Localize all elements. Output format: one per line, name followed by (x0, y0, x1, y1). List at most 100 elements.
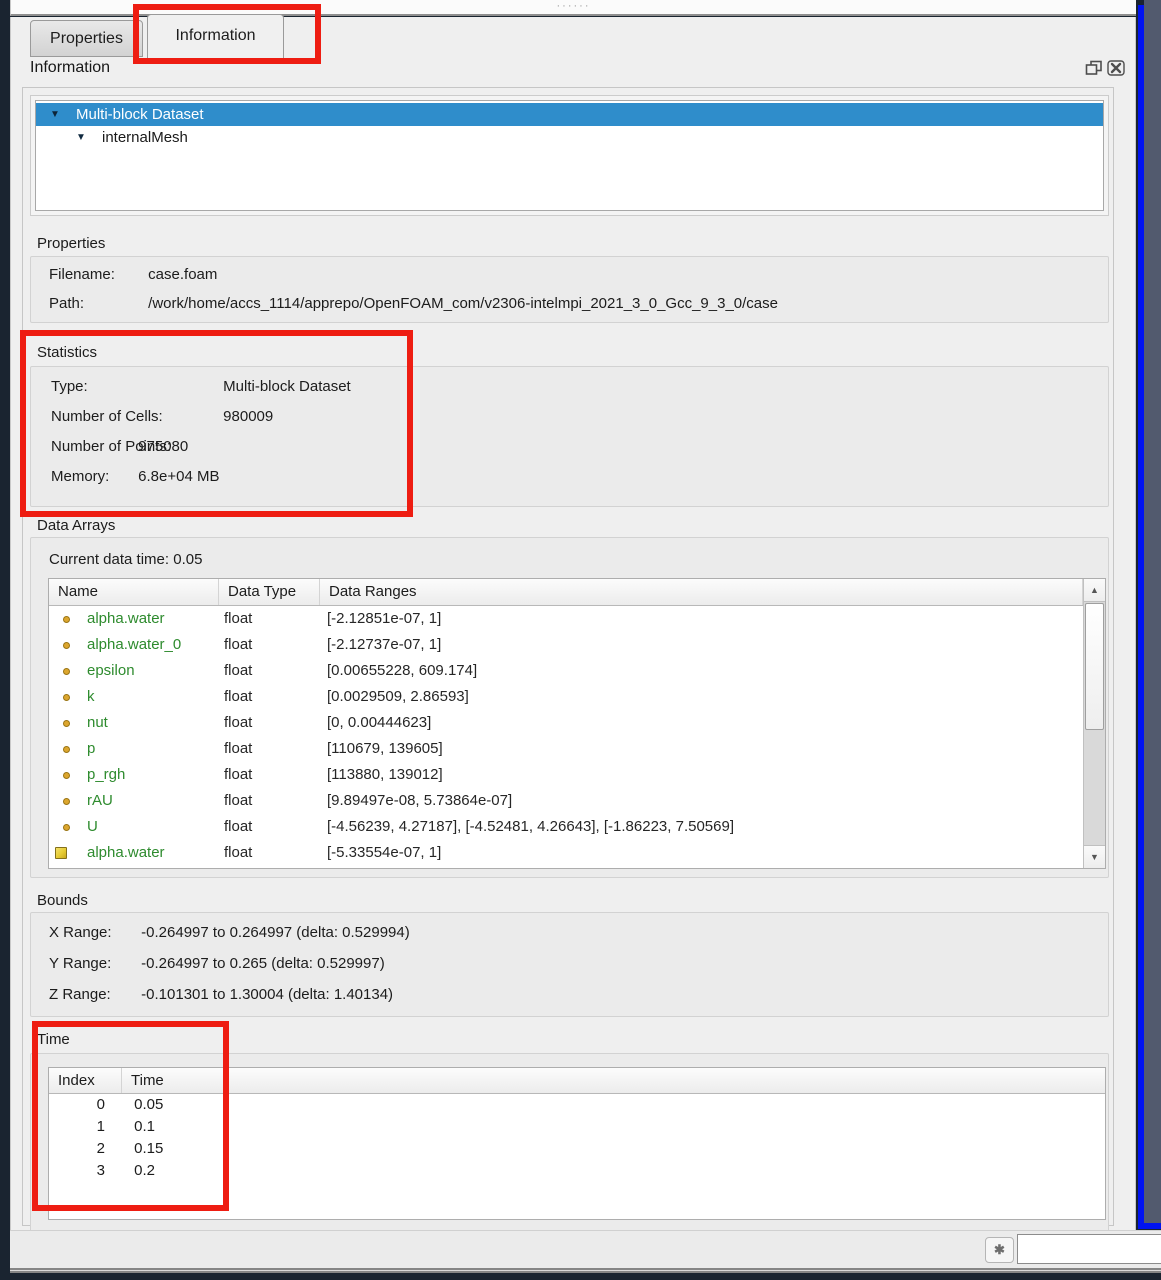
bounds-label: X Range: (49, 924, 112, 941)
property-row: Filename: case.foam (49, 264, 1108, 293)
table-row[interactable]: 1 0.1 (49, 1116, 1105, 1138)
column-header-time: Time (122, 1068, 1105, 1093)
expander-triangle-icon[interactable]: ▼ (76, 132, 86, 143)
time-index-value: 3 (96, 1162, 105, 1179)
statistic-row: Type: Multi-block Dataset (51, 375, 1108, 405)
table-row[interactable]: p_rgh float [113880, 139012] (49, 762, 1083, 788)
time-index-value: 2 (96, 1140, 105, 1157)
property-value: /work/home/accs_1114/apprepo/OpenFOAM_co… (148, 295, 778, 312)
property-value: case.foam (148, 266, 218, 283)
dataset-tree: ▼ Multi-block Dataset ▼ internalMesh (35, 100, 1104, 211)
statistics-section-title: Statistics (37, 344, 98, 361)
table-row[interactable]: 3 0.2 (49, 1160, 1105, 1182)
time-section-title: Time (37, 1031, 70, 1048)
bounds-value: -0.264997 to 0.265 (delta: 0.529997) (141, 955, 385, 972)
table-row[interactable]: epsilon float [0.00655228, 609.174] (49, 658, 1083, 684)
array-data-ranges: [-4.56239, 4.27187], [-4.52481, 4.26643]… (327, 818, 734, 835)
time-value: 0.1 (134, 1118, 156, 1135)
tree-item-label: Multi-block Dataset (76, 106, 204, 123)
statistic-label: Number of Cells: (51, 408, 163, 425)
bounds-value: -0.101301 to 1.30004 (delta: 1.40134) (141, 986, 394, 1003)
data-arrays-rows: alpha.water float [-2.12851e-07, 1] alph… (49, 606, 1083, 868)
table-row[interactable]: rAU float [9.89497e-08, 5.73864e-07] (49, 788, 1083, 814)
array-association-icon (63, 798, 70, 805)
scroll-down-icon[interactable]: ▼ (1084, 845, 1105, 868)
array-data-type: float (224, 844, 253, 861)
tree-row[interactable]: ▼ Multi-block Dataset (36, 103, 1103, 126)
array-data-ranges: [0.0029509, 2.86593] (327, 688, 469, 705)
bounds-group-box: X Range: -0.264997 to 0.264997 (delta: 0… (30, 912, 1109, 1017)
time-value: 0.2 (134, 1162, 156, 1179)
time-group-box: Index Time 0 0.05 1 0.1 2 (30, 1053, 1109, 1235)
bounds-row: Y Range: -0.264997 to 0.265 (delta: 0.52… (49, 952, 1108, 983)
time-table-rows: 0 0.05 1 0.1 2 0.15 3 0 (49, 1094, 1105, 1219)
asterisk-icon: ✱ (994, 1242, 1005, 1257)
search-options-button[interactable]: ✱ (985, 1237, 1014, 1263)
tree-row[interactable]: ▼ internalMesh (36, 126, 1103, 149)
array-name: p_rgh (87, 766, 126, 783)
float-window-icon (1085, 60, 1103, 79)
bounds-label: Z Range: (49, 986, 111, 1003)
table-row[interactable]: k float [0.0029509, 2.86593] (49, 684, 1083, 710)
table-row[interactable]: 0 0.05 (49, 1094, 1105, 1116)
tab-properties[interactable]: Properties (30, 20, 143, 57)
array-data-ranges: [-2.12737e-07, 1] (327, 636, 442, 653)
statistics-group-box: Type: Multi-block Dataset Number of Cell… (30, 366, 1109, 507)
float-panel-button[interactable] (1084, 60, 1104, 78)
array-association-icon (63, 746, 70, 753)
bounds-row: Z Range: -0.101301 to 1.30004 (delta: 1.… (49, 983, 1108, 1014)
array-data-ranges: [0, 0.00444623] (327, 714, 432, 731)
array-association-icon (63, 720, 70, 727)
table-row[interactable]: alpha.water float [-2.12851e-07, 1] (49, 606, 1083, 632)
search-input[interactable] (1017, 1234, 1161, 1264)
time-index-value: 1 (96, 1118, 105, 1135)
time-table: Index Time 0 0.05 1 0.1 2 (48, 1067, 1106, 1220)
close-panel-button[interactable] (1106, 59, 1126, 78)
table-row[interactable]: alpha.water_0 float [-2.12737e-07, 1] (49, 632, 1083, 658)
array-association-icon (63, 642, 70, 649)
tab-information[interactable]: Information (147, 14, 284, 60)
scrollbar-thumb[interactable] (1085, 603, 1104, 730)
bounds-section-title: Bounds (37, 892, 88, 909)
statistic-row: Number of Cells: 980009 (51, 405, 1108, 435)
array-association-icon (63, 772, 70, 779)
array-data-ranges: [-5.33554e-07, 1] (327, 844, 442, 861)
table-row[interactable]: nut float [0, 0.00444623] (49, 710, 1083, 736)
bounds-value: -0.264997 to 0.264997 (delta: 0.529994) (141, 924, 410, 941)
properties-group-box: Filename: case.foam Path: /work/home/acc… (30, 256, 1109, 323)
data-arrays-table: Name Data Type Data Ranges alpha.water f… (48, 578, 1106, 869)
statistic-label: Number of Points: (51, 438, 172, 455)
array-name: epsilon (87, 662, 135, 679)
column-header-index: Index (49, 1068, 122, 1093)
scroll-up-icon[interactable]: ▲ (1084, 579, 1105, 602)
statistic-value: 6.8e+04 MB (138, 468, 220, 485)
data-arrays-group-box: Current data time: 0.05 Name Data Type D… (30, 537, 1109, 878)
array-data-ranges: [113880, 139012] (327, 766, 443, 783)
array-name: alpha.water (87, 844, 165, 861)
bottom-divider (10, 1268, 1161, 1273)
array-data-type: float (224, 714, 253, 731)
properties-section-title: Properties (37, 235, 106, 252)
array-data-ranges: [-2.12851e-07, 1] (327, 610, 442, 627)
array-data-type: float (224, 636, 253, 653)
render-view-blue-border (1138, 5, 1161, 1229)
table-scrollbar[interactable]: ▲ ▼ (1083, 579, 1105, 868)
statistic-row: Memory: 6.8e+04 MB (51, 465, 1108, 495)
expander-triangle-icon[interactable]: ▼ (50, 109, 60, 120)
table-row[interactable]: p float [110679, 139605] (49, 736, 1083, 762)
statistic-value: Multi-block Dataset (223, 378, 351, 395)
splitter-handle-icon[interactable]: ······ (556, 0, 591, 12)
table-row[interactable]: alpha.water float [-5.33554e-07, 1] (49, 840, 1083, 866)
array-name: alpha.water_0 (87, 636, 182, 653)
table-row[interactable]: 2 0.15 (49, 1138, 1105, 1160)
data-arrays-table-header: Name Data Type Data Ranges (49, 579, 1105, 606)
current-data-time-label: Current data time: (49, 551, 170, 568)
statistic-label: Type: (51, 378, 88, 395)
table-row[interactable]: U float [-4.56239, 4.27187], [-4.52481, … (49, 814, 1083, 840)
array-name: nut (87, 714, 108, 731)
dock-title: Information (30, 59, 111, 76)
property-label: Path: (49, 295, 85, 312)
statistic-label: Memory: (51, 468, 110, 485)
bounds-label: Y Range: (49, 955, 112, 972)
array-data-ranges: [110679, 139605] (327, 740, 443, 757)
